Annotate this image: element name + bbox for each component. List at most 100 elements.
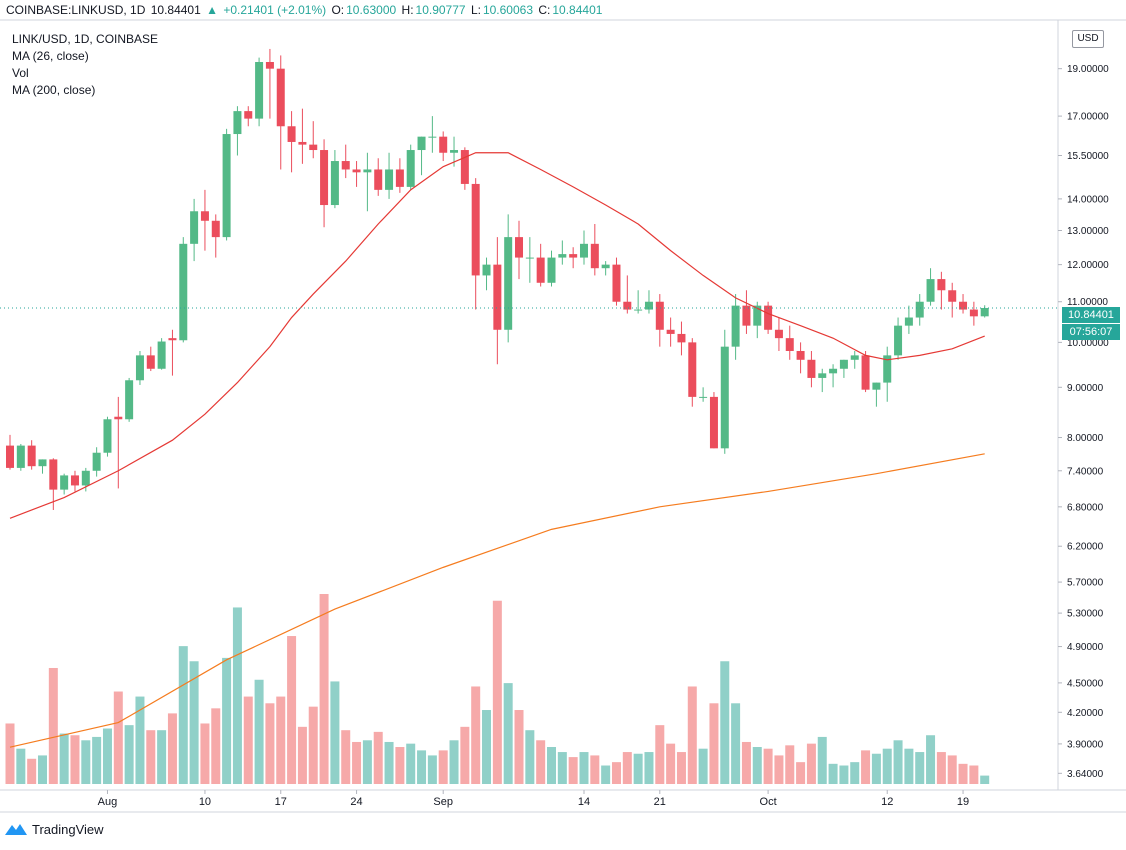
candle-body (601, 264, 610, 269)
candle-body (157, 341, 166, 369)
volume-bar (590, 755, 600, 784)
volume-bar (92, 736, 102, 784)
candle (666, 317, 675, 347)
candle (265, 48, 274, 119)
time-axis-ticks[interactable]: Aug 10 17 24 Sep 14 21 Oct 12 19 (98, 790, 969, 808)
candle (471, 178, 480, 310)
price-axis-ticks[interactable]: 19.00000 17.00000 15.50000 14.00000 13.00000… (1058, 64, 1109, 780)
candle (861, 350, 870, 393)
candle-body (92, 452, 101, 471)
candle (612, 257, 621, 306)
candle-body (623, 301, 632, 310)
candle-body (655, 301, 664, 330)
candle (81, 467, 90, 492)
currency-badge[interactable]: USD (1072, 30, 1104, 48)
candle (623, 275, 632, 314)
candle-body (287, 126, 296, 142)
volume-bar (200, 723, 210, 784)
candle (818, 368, 827, 393)
legend-ma200[interactable]: MA (200, close) (12, 83, 96, 97)
open-label: O: (331, 3, 345, 17)
volume-bar (676, 752, 686, 784)
candle-body (168, 338, 177, 341)
volume-bar (254, 679, 264, 784)
volume-bar (70, 735, 80, 784)
high-value: 10.90777 (415, 3, 466, 17)
volume-bar (904, 748, 914, 784)
candle (709, 392, 718, 449)
candle (168, 329, 177, 376)
candle-body (536, 257, 545, 283)
price-tick-label: 17.00000 (1067, 112, 1109, 123)
candle-body (482, 264, 491, 276)
indicator-legend: LINK/USD, 1D, COINBASE MA (26, close) Vo… (12, 31, 158, 99)
candle (460, 147, 469, 190)
candle (720, 329, 729, 454)
tradingview-logo[interactable]: TradingView (4, 821, 104, 837)
candle-body (374, 169, 383, 190)
candle-body (114, 416, 123, 420)
volume-bar (936, 752, 946, 784)
volume-bar (297, 726, 307, 784)
legend-pair[interactable]: LINK/USD, 1D, COINBASE (12, 32, 159, 46)
candle (601, 261, 610, 276)
candle (92, 447, 101, 477)
volume-bar (102, 728, 112, 784)
candle-body (363, 169, 372, 173)
volume-bar (915, 752, 925, 784)
candle-body (298, 141, 307, 145)
volume-bar (59, 733, 69, 784)
candle (569, 247, 578, 269)
candle (959, 294, 968, 314)
candle-body (352, 169, 361, 173)
candle (894, 317, 903, 360)
candle (320, 139, 329, 228)
candle-body (49, 459, 58, 490)
candle-body (861, 355, 870, 390)
candle (276, 55, 285, 170)
candle (872, 382, 881, 407)
candle (590, 223, 599, 276)
price-tick-label: 7.40000 (1067, 466, 1104, 477)
volume-bar (438, 750, 448, 784)
candle (839, 359, 848, 378)
price-tick-label: 4.20000 (1067, 708, 1104, 719)
candle-body (818, 373, 827, 378)
candle-body (38, 459, 47, 467)
candle-body (320, 150, 329, 206)
candle (536, 243, 545, 287)
time-tick-label: 14 (578, 796, 590, 808)
candle (850, 350, 859, 369)
legend-ma26[interactable]: MA (26, close) (12, 49, 89, 63)
symbol-label[interactable]: COINBASE:LINKUSD, 1D (6, 3, 146, 17)
candle-body (244, 111, 253, 119)
price-tick-label: 19.00000 (1067, 64, 1109, 75)
legend-vol[interactable]: Vol (12, 66, 29, 80)
candle-body (937, 279, 946, 291)
candle-body (515, 237, 524, 258)
candle-body (525, 257, 534, 259)
volume-bar (785, 745, 795, 784)
close-value: 10.84401 (552, 3, 603, 17)
volume-bar (633, 753, 643, 784)
candle-body (558, 254, 567, 258)
volume-bar (124, 725, 134, 784)
candle (677, 321, 686, 356)
candle (926, 268, 935, 306)
candle (915, 294, 924, 326)
volume-bar (547, 747, 556, 784)
volume-bar (16, 748, 26, 784)
volume-bar (395, 747, 405, 784)
candle (774, 317, 783, 351)
candle-body (569, 254, 578, 258)
candle-body (872, 382, 881, 390)
volume-bar (525, 730, 535, 784)
volume-bar (926, 735, 936, 784)
volume-bar (146, 730, 156, 784)
candle (796, 342, 805, 374)
candle (309, 121, 318, 159)
price-tick-label: 10.00000 (1067, 338, 1109, 349)
volume-bar (167, 713, 177, 784)
volume-bar (492, 600, 502, 784)
